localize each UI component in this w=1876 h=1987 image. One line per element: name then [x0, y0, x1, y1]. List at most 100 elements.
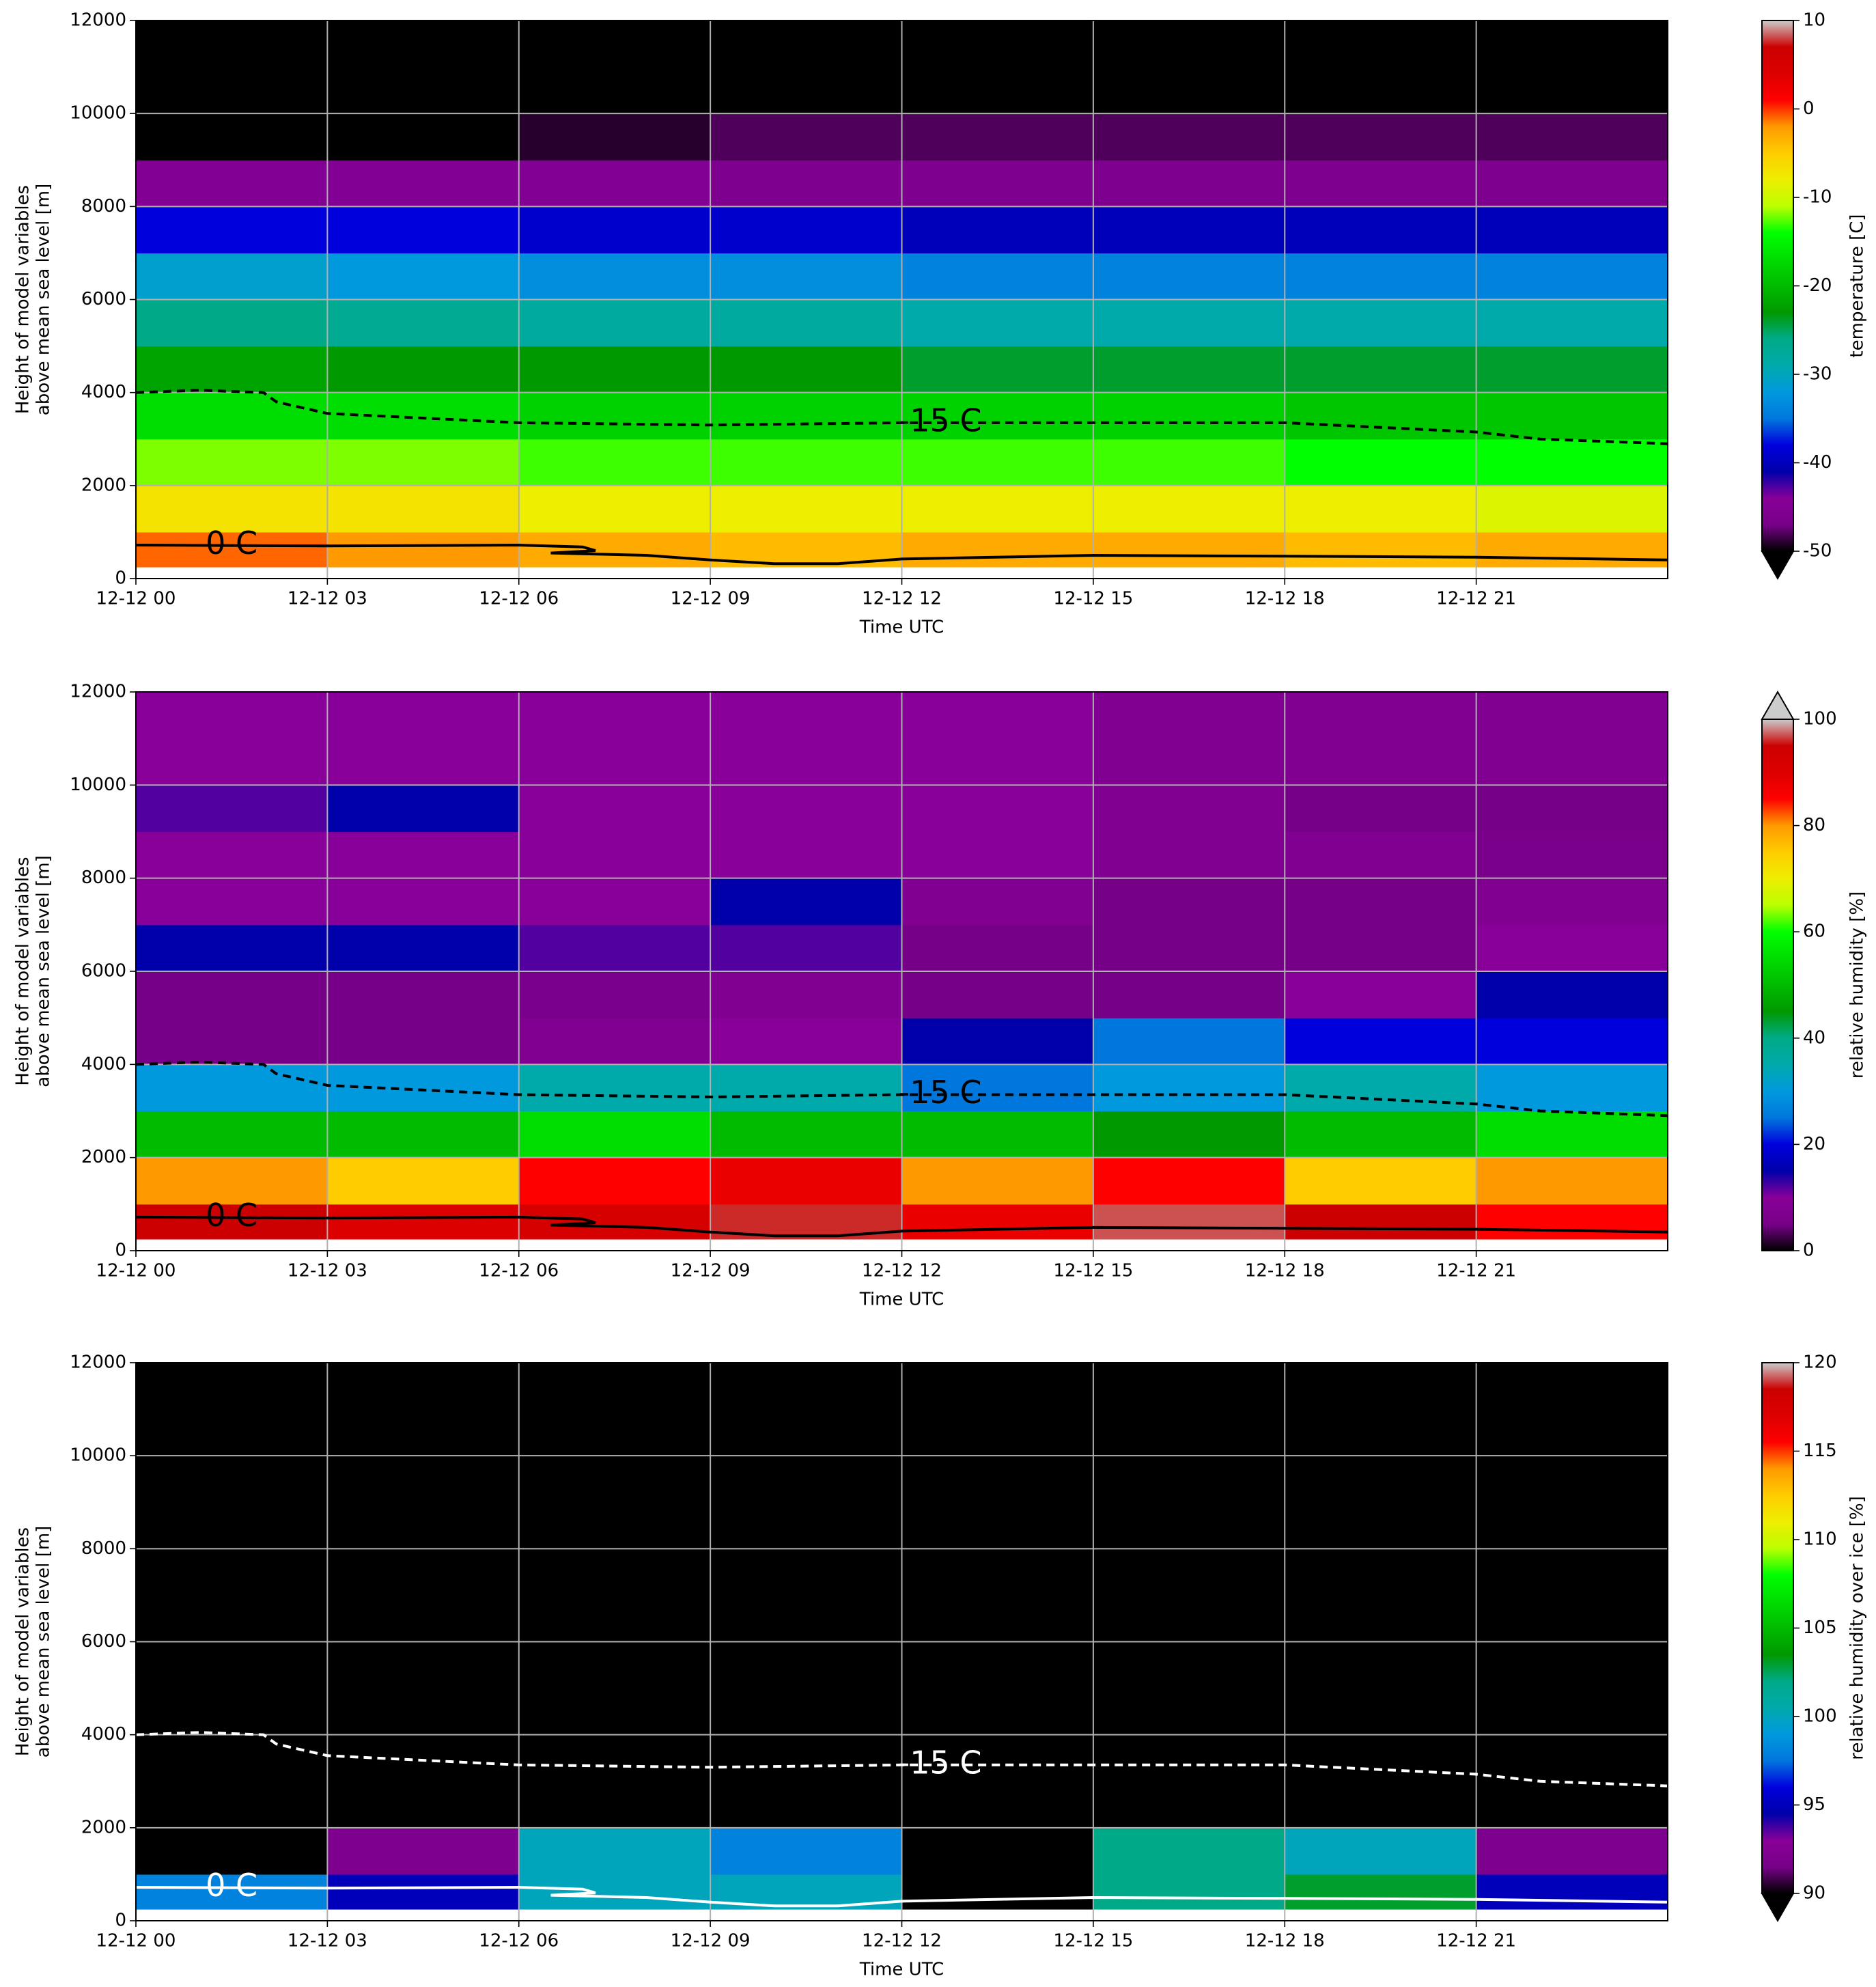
heatmap-cell — [1285, 1874, 1477, 1910]
colorbar-label: temperature [C] — [1847, 214, 1868, 357]
heatmap-cell — [901, 1204, 1094, 1240]
colorbar — [1762, 1363, 1793, 1893]
heatmap-cell — [1093, 346, 1285, 393]
x-tick-label: 12-12 12 — [862, 589, 942, 609]
heatmap-cell — [710, 113, 903, 161]
heatmap-cell — [1285, 1641, 1477, 1689]
heatmap-cell — [1285, 878, 1477, 926]
heatmap-cell — [901, 1064, 1094, 1112]
heatmap-cell — [518, 1157, 711, 1205]
x-tick-label: 12-12 21 — [1436, 1261, 1516, 1281]
x-tick-label: 12-12 09 — [671, 1931, 751, 1951]
colorbar — [1762, 20, 1793, 551]
heatmap-cell — [327, 346, 520, 393]
heatmap-cell — [901, 1781, 1094, 1829]
heatmap-cell — [1093, 1595, 1285, 1643]
heatmap-cell — [136, 971, 328, 1018]
heatmap-cell — [710, 1595, 903, 1643]
heatmap-cell — [710, 392, 903, 440]
y-tick-label: 2000 — [81, 475, 126, 495]
heatmap-cell — [901, 1595, 1094, 1643]
heatmap-cell — [1093, 1827, 1285, 1875]
y-tick-label: 8000 — [81, 196, 126, 217]
heatmap-cell — [1285, 971, 1477, 1018]
heatmap-cell — [136, 1874, 328, 1910]
heatmap-cell — [710, 878, 903, 926]
y-axis-label: Height of model variables — [13, 857, 33, 1085]
heatmap-cell — [327, 1734, 520, 1782]
heatmap-cell — [901, 1641, 1094, 1689]
heatmap-cell — [327, 831, 520, 879]
heatmap-cell — [1093, 20, 1285, 114]
x-tick-label: 12-12 09 — [671, 589, 751, 609]
heatmap-cell — [710, 1064, 903, 1112]
colorbar-extension — [1761, 551, 1795, 581]
colorbar-tick-label: 90 — [1803, 1883, 1825, 1904]
heatmap-cell — [327, 1595, 520, 1643]
heatmap-cell — [518, 531, 711, 568]
heatmap-cell — [710, 1548, 903, 1596]
heatmap-cell — [1093, 1641, 1285, 1689]
heatmap-cell — [327, 692, 520, 786]
heatmap-cell — [327, 1874, 520, 1910]
y-axis-label: Height of model variables — [13, 1527, 33, 1756]
heatmap-cell — [710, 1111, 903, 1158]
heatmap-cell — [1285, 206, 1477, 254]
colorbar-tick-label: 110 — [1803, 1529, 1837, 1550]
heatmap-cell — [136, 299, 328, 347]
x-tick-label: 12-12 18 — [1245, 589, 1325, 609]
colorbar-tick-label: 100 — [1803, 1706, 1837, 1727]
x-axis-label: Time UTC — [859, 617, 944, 638]
colorbar-label: relative humidity over ice [%] — [1847, 1496, 1868, 1760]
heatmap-cell — [1093, 831, 1285, 879]
y-axis-label: above mean sea level [m] — [33, 184, 54, 415]
heatmap-cell — [1476, 485, 1668, 533]
heatmap-cell — [136, 1827, 328, 1875]
heatmap-cell — [710, 1456, 903, 1503]
heatmap-cell — [518, 160, 711, 207]
heatmap-cell — [327, 785, 520, 833]
heatmap-cell — [901, 392, 1094, 440]
x-tick-label: 12-12 12 — [862, 1261, 942, 1281]
heatmap-cell — [901, 971, 1094, 1018]
heatmap-cell — [710, 1827, 903, 1875]
x-tick-label: 12-12 06 — [479, 1931, 559, 1951]
heatmap-cell — [1476, 1157, 1668, 1205]
colorbar-tick-label: -30 — [1803, 364, 1832, 385]
heatmap-cell — [1476, 878, 1668, 926]
heatmap-cell — [1476, 1111, 1668, 1158]
heatmap-cell — [518, 439, 711, 486]
x-tick-label: 12-12 00 — [96, 1931, 176, 1951]
heatmap-cell — [518, 831, 711, 879]
heatmap-cell — [136, 1064, 328, 1112]
x-tick-label: 12-12 21 — [1436, 1931, 1516, 1951]
colorbar-tick-label: 105 — [1803, 1617, 1837, 1638]
y-tick-label: 8000 — [81, 1538, 126, 1559]
colorbar-tick-label: 60 — [1803, 921, 1825, 942]
heatmap-cell — [518, 1502, 711, 1549]
heatmap-cell — [710, 1688, 903, 1736]
contour-label: 0 C — [206, 1197, 257, 1234]
x-tick-label: 12-12 03 — [288, 1261, 367, 1281]
heatmap-cell — [901, 531, 1094, 568]
heatmap-cell — [1285, 785, 1477, 833]
heatmap-cell — [710, 1363, 903, 1456]
heatmap-cell — [1285, 346, 1477, 393]
heatmap-cell — [1476, 206, 1668, 254]
contour-line — [136, 389, 1668, 445]
heatmap-cell — [710, 1781, 903, 1829]
heatmap-cell — [1093, 1548, 1285, 1596]
heatmap-cell — [710, 1502, 903, 1549]
heatmap-cell — [518, 924, 711, 972]
heatmap-cell — [1476, 253, 1668, 301]
heatmap-cell — [518, 253, 711, 301]
heatmap-cell — [327, 439, 520, 486]
heatmap-cell — [327, 206, 520, 254]
heatmap-cell — [1093, 1018, 1285, 1065]
heatmap-cell — [136, 253, 328, 301]
heatmap-cell — [901, 346, 1094, 393]
heatmap-cell — [1476, 924, 1668, 972]
heatmap-cell — [901, 831, 1094, 879]
heatmap-cell — [1476, 392, 1668, 440]
